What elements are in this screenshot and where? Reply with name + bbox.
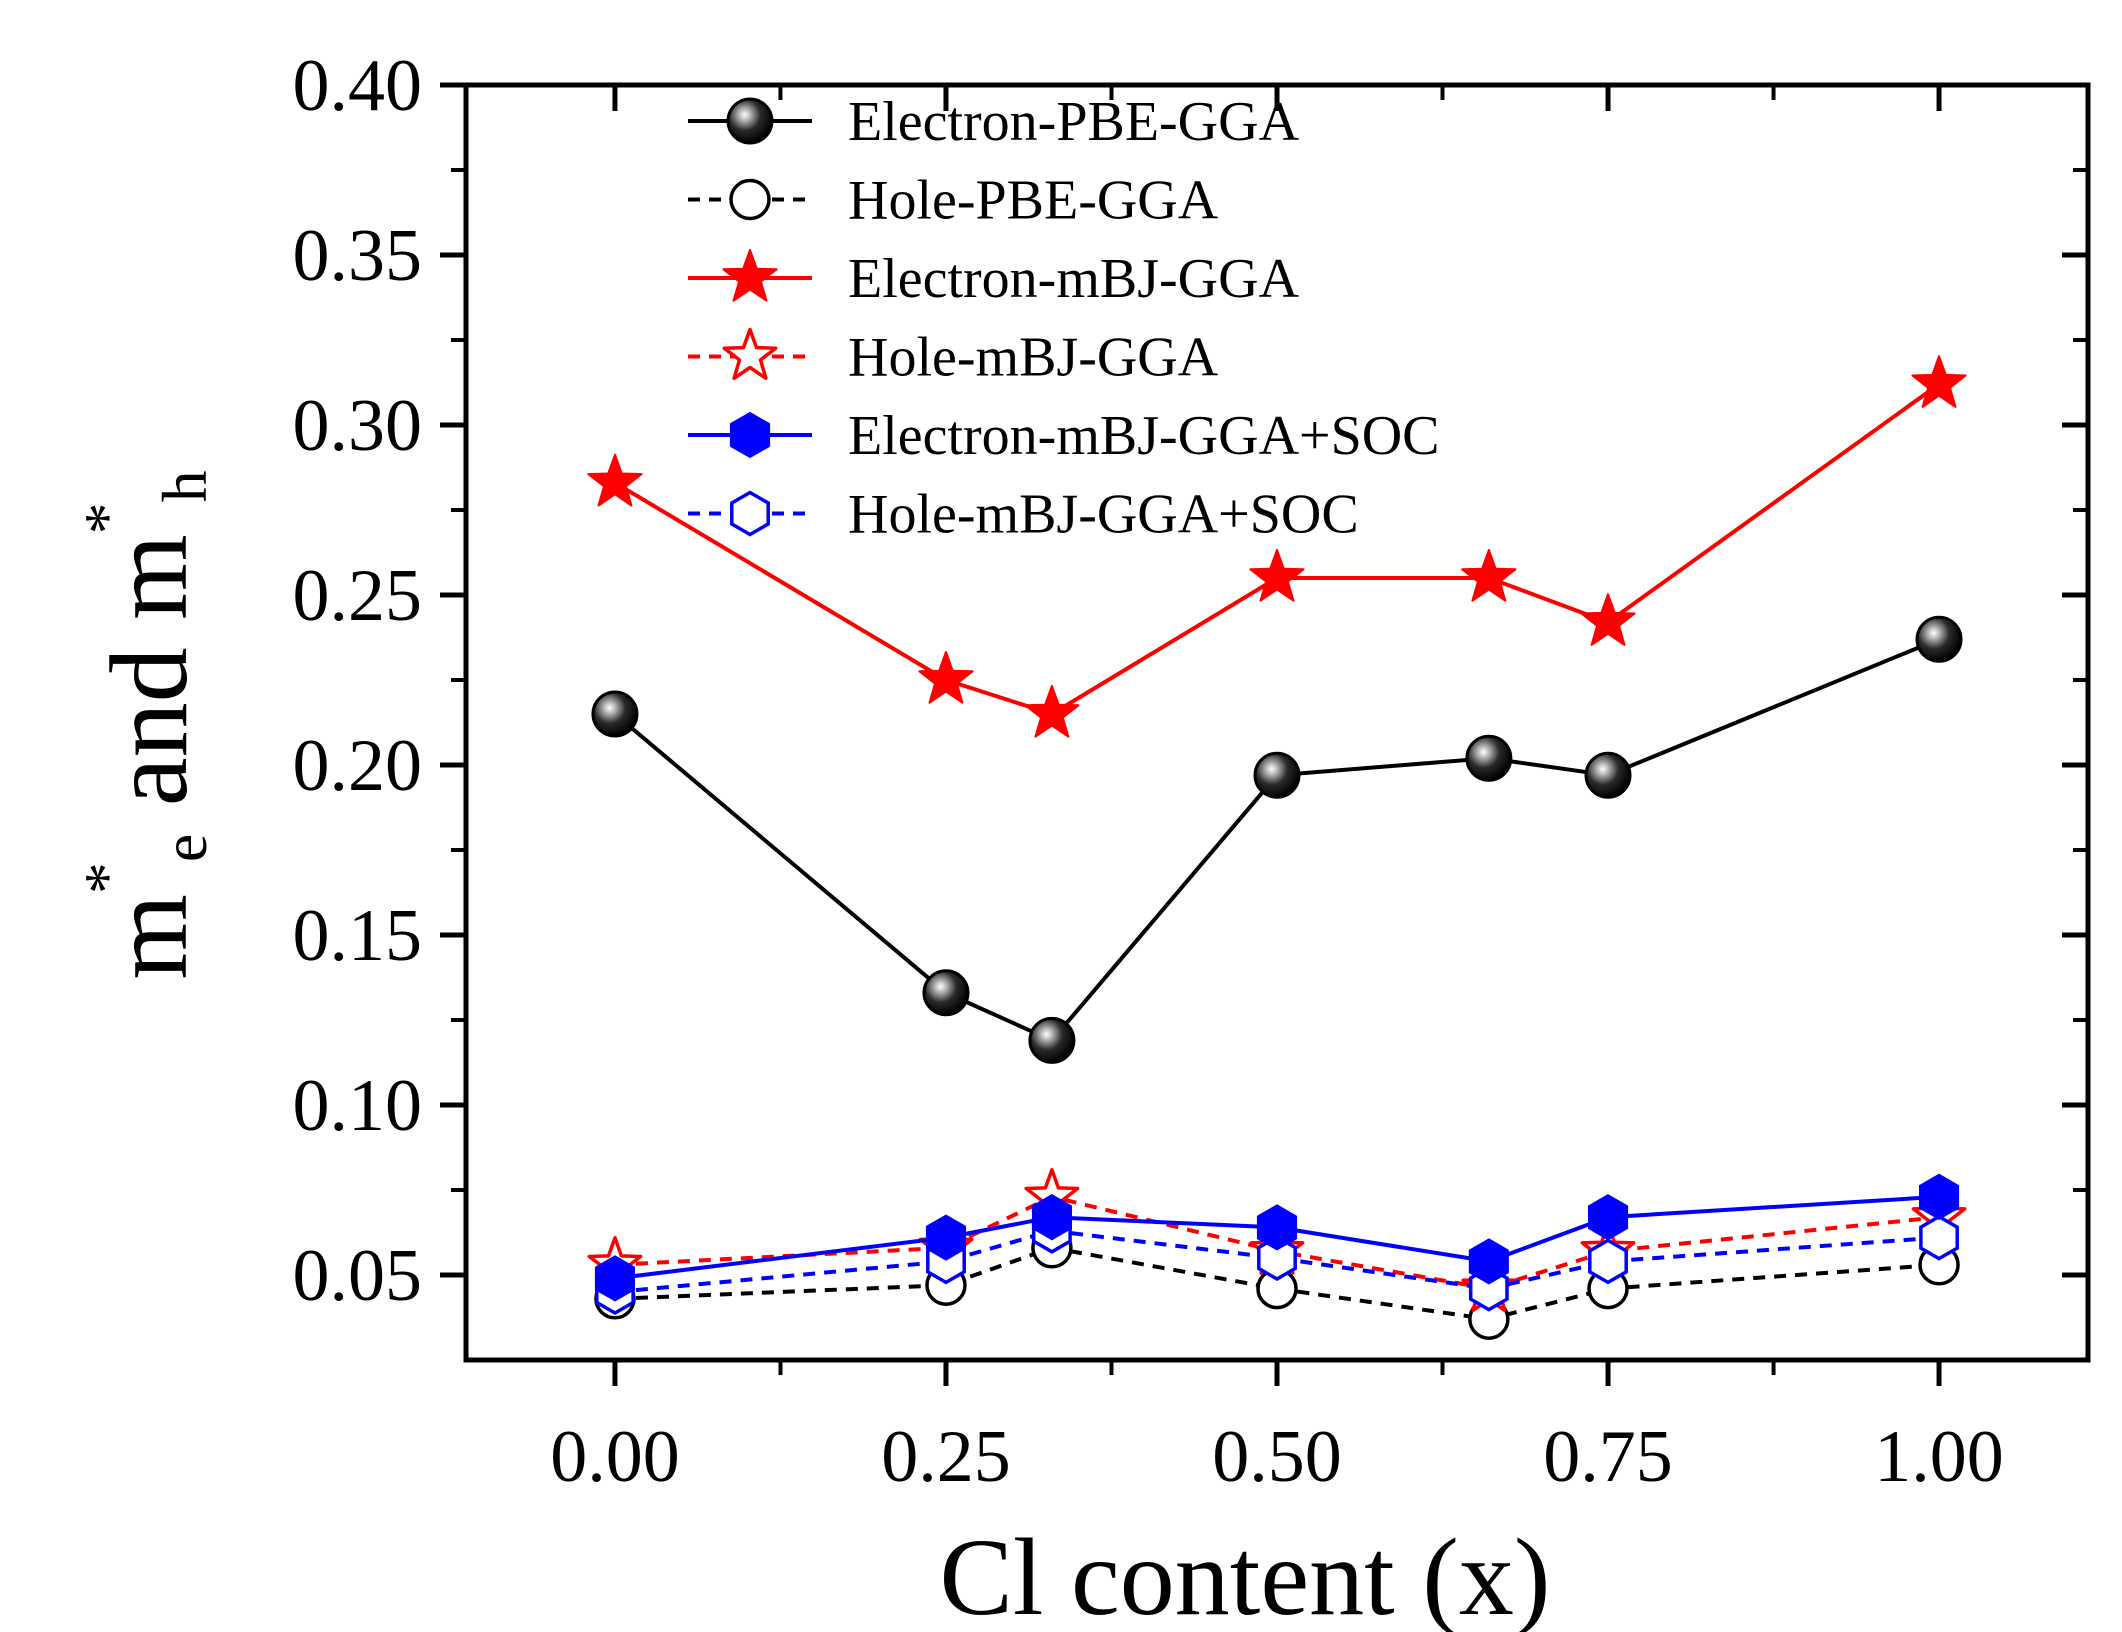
y-axis-title: m*e and m*h [71, 470, 220, 979]
data-point [1031, 1194, 1072, 1241]
y-tick-label: 0.15 [293, 895, 423, 977]
data-point [1257, 1234, 1297, 1282]
y-tick-label: 0.35 [293, 215, 423, 297]
series-electron-mbj-gga-soc [594, 1173, 1960, 1302]
y-axis-title-part: and m [88, 534, 210, 833]
data-point [1024, 685, 1080, 738]
y-axis-title-part: * [71, 862, 142, 894]
data-point [587, 453, 643, 507]
legend-marker [726, 97, 774, 145]
data-point [1919, 1173, 1960, 1220]
y-tick-label: 0.05 [293, 1235, 423, 1317]
data-point [1911, 355, 1967, 408]
data-point [1584, 751, 1632, 799]
data-point [1256, 1204, 1298, 1251]
data-point [1588, 1194, 1629, 1241]
data-point [1253, 751, 1301, 799]
legend-marker [722, 327, 778, 381]
y-axis-title-part: h [149, 470, 220, 502]
x-tick-label: 1.00 [1874, 1416, 2004, 1498]
series-electron-pbe-gga [591, 615, 1963, 1064]
data-point [1915, 615, 1963, 663]
data-point [1468, 1238, 1509, 1285]
y-tick-label: 0.30 [293, 385, 423, 467]
legend-marker [729, 178, 771, 221]
y-axis-title-part: e [149, 834, 220, 862]
data-point [922, 969, 970, 1017]
data-point [918, 651, 974, 704]
legend-marker [729, 411, 771, 459]
legend-entry: Electron-mBJ-GGA+SOC [688, 405, 1440, 467]
y-axis-title-part: m [88, 894, 210, 980]
x-tick-label: 0.00 [550, 1416, 680, 1498]
data-point [1249, 549, 1305, 602]
legend-entry: Hole-mBJ-GGA+SOC [688, 484, 1359, 546]
data-point [1465, 734, 1513, 782]
legend-label: Hole-PBE-GGA [848, 170, 1219, 232]
legend-entry: Hole-mBJ-GGA [688, 327, 1219, 389]
x-tick-label: 0.50 [1212, 1416, 1342, 1498]
y-tick-label: 0.10 [293, 1065, 423, 1147]
legend-entry: Hole-PBE-GGA [688, 170, 1219, 232]
x-tick-label: 0.75 [1543, 1416, 1673, 1498]
x-tick-label: 0.25 [881, 1416, 1011, 1498]
legend-marker [722, 249, 778, 302]
axes-layer: 0.05 0.10 0.15 0.20 0.25 0.30 0.35 0.40 0.00 0.25… [293, 45, 2088, 1498]
legend-label: Electron-mBJ-GGA [848, 248, 1300, 310]
data-point [1028, 1016, 1076, 1064]
y-tick-label: 0.25 [293, 555, 423, 637]
legend-label: Hole-mBJ-GGA+SOC [848, 484, 1359, 546]
series-electron-mbj-gga [587, 355, 1967, 738]
y-tick-label: 0.20 [293, 725, 423, 807]
legend: Electron-PBE-GGA Hole-PBE-GGA Electron-mBJ… [688, 91, 1440, 546]
legend-label: Electron-mBJ-GGA+SOC [848, 405, 1440, 467]
legend-label: Electron-PBE-GGA [848, 91, 1300, 153]
series-hole-mbj-gga-soc [595, 1207, 1959, 1316]
data-point [1919, 1214, 1959, 1261]
data-point [591, 690, 639, 738]
legend-entry: Electron-PBE-GGA [688, 91, 1300, 153]
series-layer [587, 355, 1967, 1340]
data-point [594, 1255, 635, 1302]
legend-label: Hole-mBJ-GGA [848, 327, 1219, 389]
data-point [1580, 593, 1636, 646]
data-point [925, 1214, 966, 1261]
y-tick-label: 0.40 [293, 45, 423, 127]
legend-marker [730, 490, 770, 537]
x-axis-title: Cl content (x) [940, 1516, 1551, 1632]
series-line [613, 637, 1940, 1043]
data-point [1588, 1238, 1628, 1285]
y-axis-title-part: * [71, 502, 142, 534]
data-point [1461, 549, 1517, 602]
series-hole-pbe-gga [594, 1227, 1960, 1340]
legend-entry: Electron-mBJ-GGA [688, 248, 1300, 310]
